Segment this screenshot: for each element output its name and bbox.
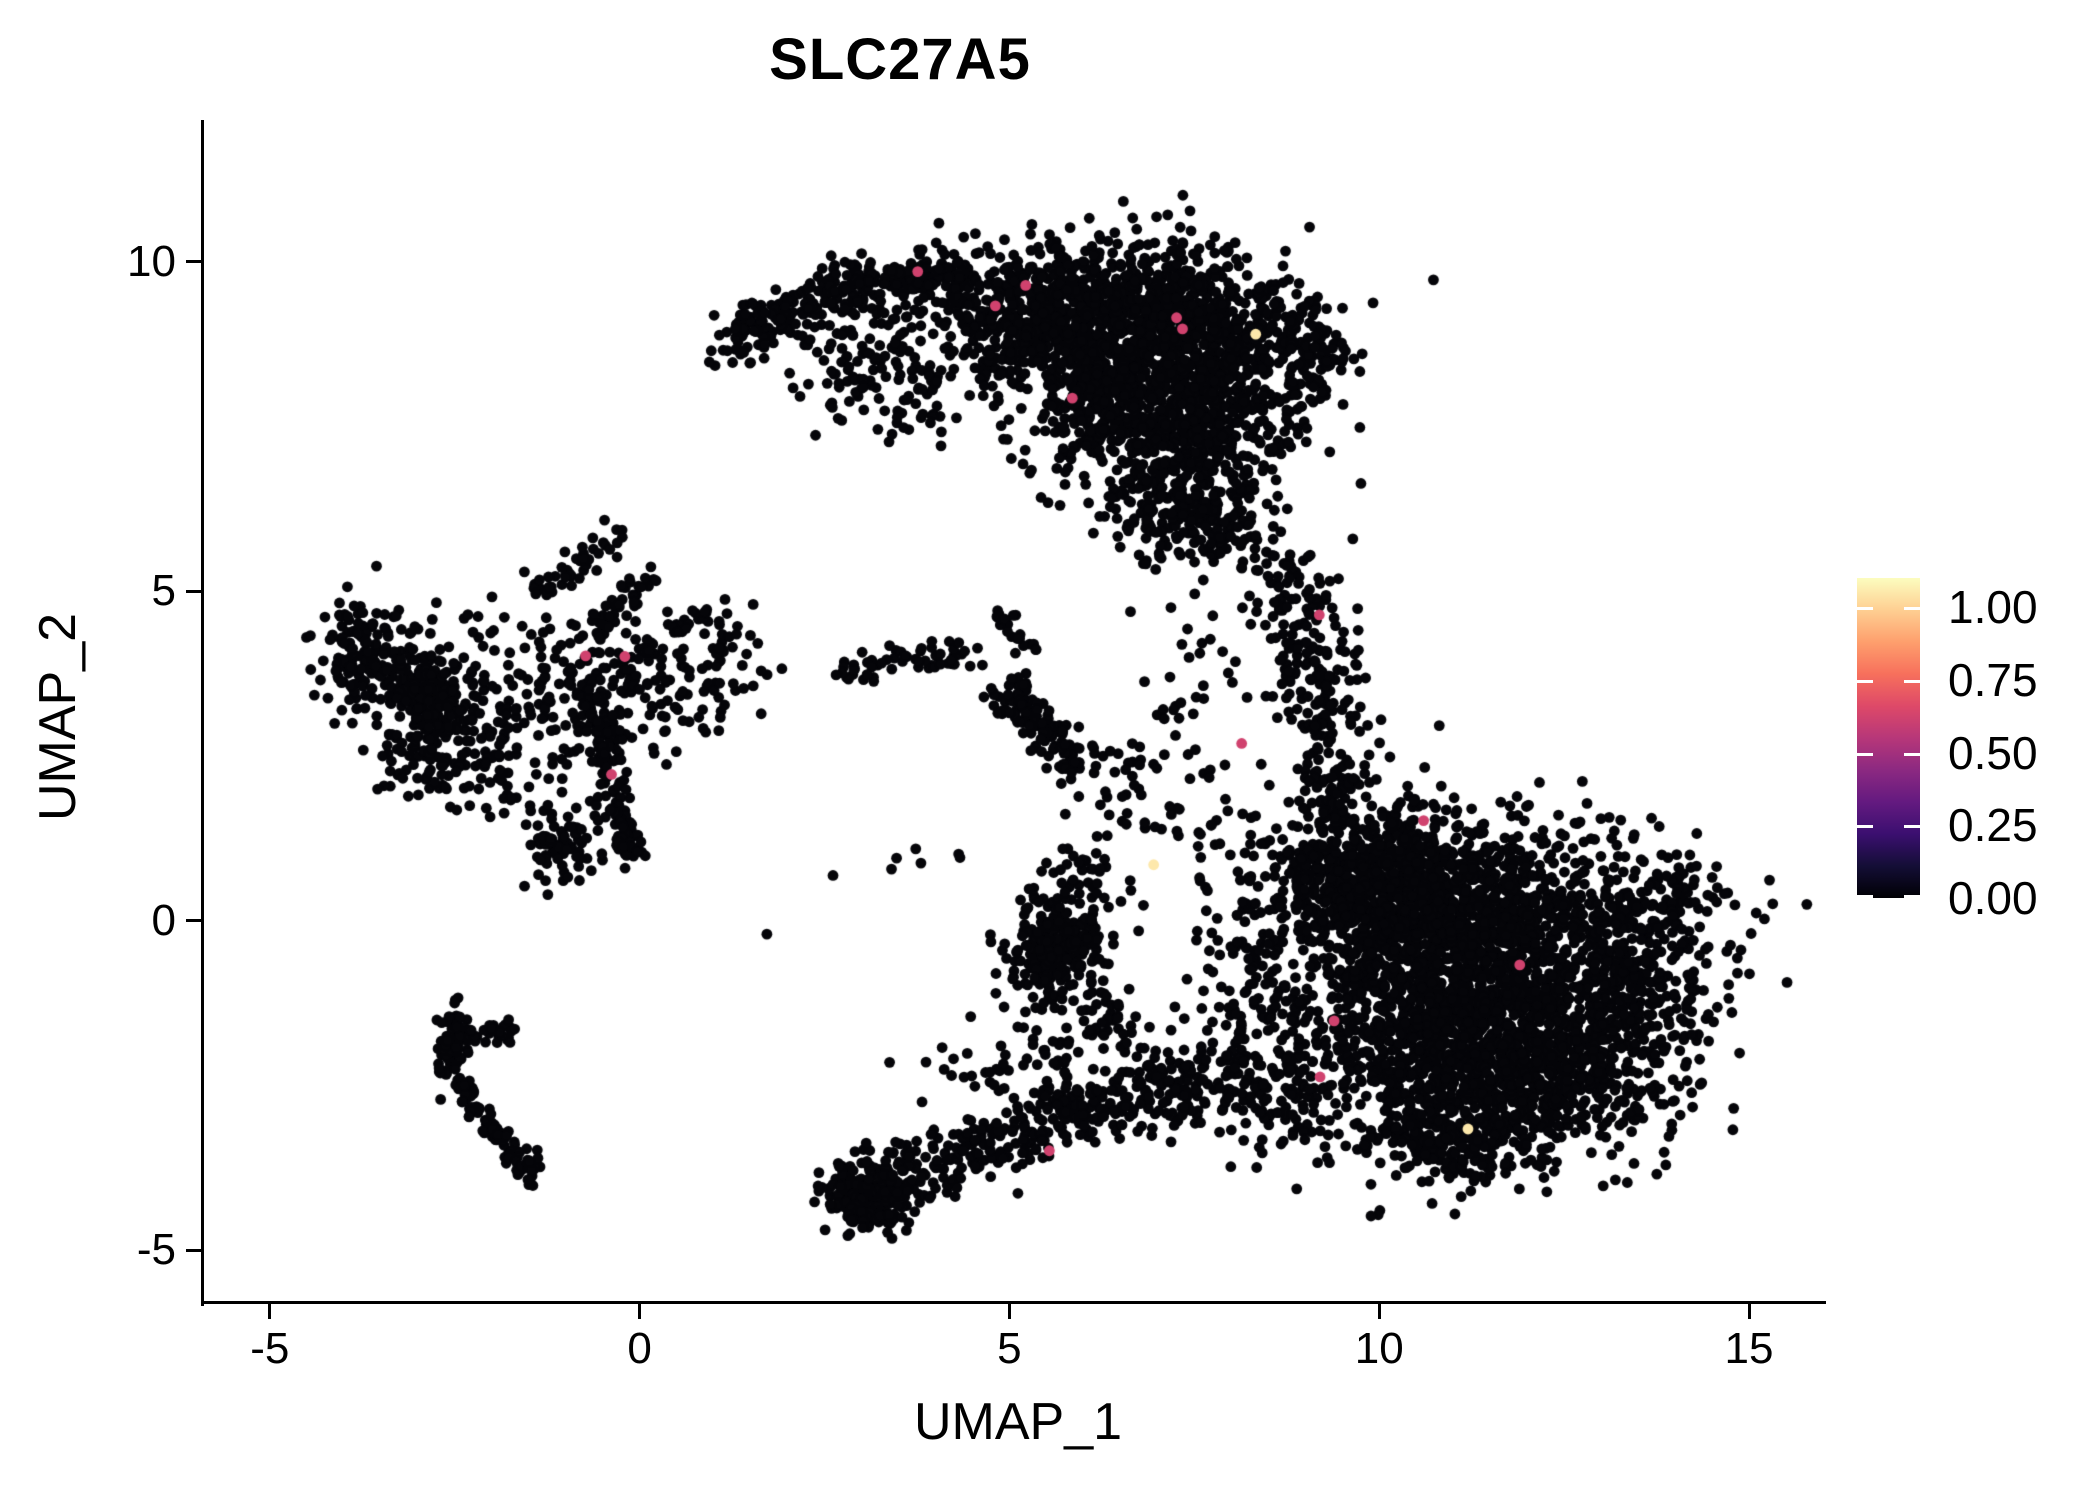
legend-tick-label: 0.50 [1948, 726, 2038, 779]
legend-tick-right [1904, 607, 1920, 611]
colorbar-gradient [1857, 578, 1920, 898]
y-tick-mark [186, 260, 201, 264]
legend-tick-left [1857, 607, 1873, 611]
legend-tick-left [1857, 679, 1873, 683]
legend-tick-label: 1.00 [1948, 581, 2038, 634]
y-tick-label: 0 [151, 895, 176, 945]
x-tick-label: -5 [250, 1324, 290, 1373]
legend-tick-left [1857, 752, 1873, 756]
y-tick-mark [186, 919, 201, 923]
x-tick-label: 5 [997, 1324, 1022, 1373]
x-axis-line [201, 1301, 1826, 1304]
x-tick-mark [1377, 1304, 1381, 1319]
x-tick-label: 10 [1354, 1324, 1404, 1373]
legend-tick-left [1857, 895, 1873, 898]
y-tick-label: 10 [127, 236, 176, 286]
y-tick-mark [186, 1248, 201, 1252]
x-tick-mark [1007, 1304, 1011, 1319]
x-tick-mark [1747, 1304, 1751, 1319]
x-tick-mark [638, 1304, 642, 1319]
x-tick-label: 15 [1724, 1324, 1774, 1373]
y-tick-label: 5 [151, 566, 176, 616]
y-tick-mark [186, 589, 201, 593]
legend-tick-right [1904, 895, 1920, 898]
legend-tick-label: 0.75 [1948, 653, 2038, 706]
legend-tick-label: 0.25 [1948, 799, 2038, 852]
x-axis-title: UMAP_1 [913, 1393, 1123, 1451]
legend-tick-right [1904, 752, 1920, 756]
plot-title: SLC27A5 [769, 27, 1031, 92]
y-axis-line [201, 120, 204, 1306]
legend-tick-label: 0.00 [1948, 872, 2038, 924]
legend-tick-left [1857, 825, 1873, 829]
x-tick-mark [268, 1304, 272, 1319]
y-tick-label: -5 [136, 1225, 176, 1275]
legend-tick-right [1904, 825, 1920, 829]
y-axis-title: UMAP_2 [29, 612, 87, 822]
x-tick-label: 0 [627, 1324, 652, 1373]
legend-tick-right [1904, 679, 1920, 683]
